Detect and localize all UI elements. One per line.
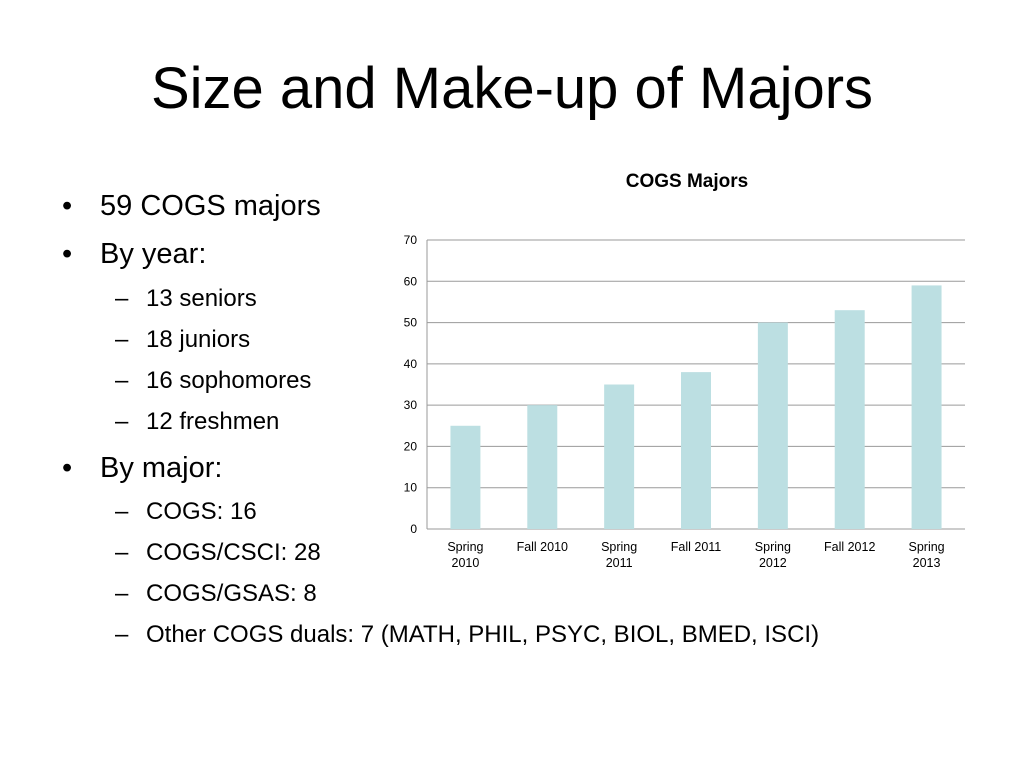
- y-tick-label: 70: [404, 233, 418, 247]
- bar: [757, 322, 788, 529]
- sub-bullet-text: COGS/CSCI: 28: [146, 539, 321, 566]
- bullet-marker: •: [62, 238, 73, 270]
- sub-bullet-text: 16 sophomores: [146, 367, 312, 394]
- sub-bullet-text: 18 juniors: [146, 326, 251, 353]
- y-tick-label: 30: [404, 398, 418, 412]
- x-category-label: Spring 2012: [755, 540, 791, 570]
- cogs-majors-bar-chart: COGS Majors 0 10 20 30 40 50 60 70 Spring 2010 Fa…: [404, 171, 965, 570]
- x-category-label: Spring 2011: [601, 540, 637, 570]
- sub-bullet-marker: –: [115, 580, 129, 607]
- sub-bullet-text: COGS: 16: [146, 498, 257, 525]
- sub-bullet-marker: –: [115, 326, 129, 353]
- bar: [604, 384, 635, 529]
- sub-bullet-marker: –: [115, 621, 129, 648]
- y-tick-label: 40: [404, 357, 418, 371]
- sub-bullet-marker: –: [115, 539, 129, 566]
- sub-bullet-marker: –: [115, 498, 129, 525]
- y-axis-ticks: 0 10 20 30 40 50 60 70: [404, 233, 418, 536]
- y-tick-label: 10: [404, 481, 418, 495]
- slide-title: Size and Make-up of Majors: [150, 56, 874, 121]
- bullet-marker: •: [62, 190, 73, 222]
- x-category-label: Spring 2013: [909, 540, 945, 570]
- sub-bullet-text: COGS/GSAS: 8: [146, 580, 317, 607]
- bullet-text: By major:: [100, 452, 223, 484]
- bullet-text: By year:: [100, 238, 207, 270]
- y-tick-label: 50: [404, 316, 418, 330]
- sub-bullet-text: Other COGS duals: 7 (MATH, PHIL, PSYC, B…: [146, 621, 820, 648]
- sub-bullet-marker: –: [115, 285, 129, 312]
- x-category-label: Fall 2011: [671, 540, 722, 554]
- bar: [450, 425, 481, 529]
- bullet-text: 59 COGS majors: [100, 190, 321, 222]
- x-axis-categories: Spring 2010 Fall 2010 Spring 2011 Fall 2011 Sp…: [447, 540, 944, 570]
- bullet-marker: •: [62, 452, 73, 484]
- bar: [527, 405, 558, 529]
- y-tick-label: 20: [404, 439, 418, 453]
- sub-bullet-text: 12 freshmen: [146, 408, 280, 435]
- x-category-label: Fall 2010: [517, 540, 568, 554]
- y-tick-label: 0: [410, 522, 417, 536]
- sub-bullet-marker: –: [115, 408, 129, 435]
- y-tick-label: 60: [404, 274, 418, 288]
- chart-title: COGS Majors: [626, 171, 748, 192]
- sub-bullet-marker: –: [115, 367, 129, 394]
- x-category-label: Fall 2012: [824, 540, 875, 554]
- bar: [911, 285, 942, 529]
- bars: [450, 285, 942, 529]
- sub-bullet-text: 13 seniors: [146, 285, 257, 312]
- bar: [681, 372, 711, 529]
- x-category-label: Spring 2010: [447, 540, 483, 570]
- bar: [834, 310, 865, 529]
